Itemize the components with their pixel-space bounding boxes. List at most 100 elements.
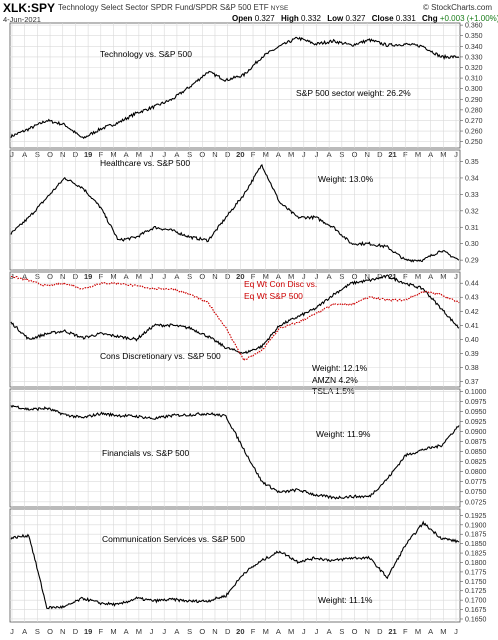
y-tick-label: 0.39: [465, 351, 479, 358]
y-tick-label: 0.290: [465, 97, 483, 104]
x-tick-label: J: [315, 627, 319, 636]
y-tick-label: 0.250: [465, 139, 483, 146]
x-tick-label: M: [415, 627, 421, 636]
open-value: 0.327: [254, 14, 275, 23]
y-tick-label: 0.340: [465, 44, 483, 51]
chart-symbol: XLK:SPY: [3, 1, 56, 15]
annotation-label: Healthcare vs. S&P 500: [100, 158, 190, 168]
x-tick-label: F: [251, 627, 256, 636]
panel-frame: [9, 508, 461, 623]
annotation-label: AMZN 4.2%: [312, 375, 358, 385]
annotation-label: Financials vs. S&P 500: [102, 448, 190, 458]
low-value: 0.327: [345, 14, 366, 23]
y-tick-label: 0.43: [465, 295, 479, 302]
y-tick-label: 0.1825: [465, 551, 487, 558]
panel-frame: [9, 388, 461, 508]
y-tick-label: 0.1725: [465, 588, 487, 595]
annotation-label: Weight: 11.9%: [316, 429, 371, 439]
panel-frame: [9, 149, 461, 271]
y-tick-label: 0.350: [465, 33, 483, 40]
x-tick-label: O: [199, 627, 205, 636]
y-tick-label: 0.31: [465, 225, 479, 232]
y-tick-label: 0.41: [465, 323, 479, 330]
y-tick-label: 0.0925: [465, 419, 487, 426]
y-tick-label: 0.1700: [465, 598, 487, 605]
annotation-label: S&P 500 sector weight: 26.2%: [296, 88, 411, 98]
y-tick-label: 0.1650: [465, 616, 487, 623]
security-name: Technology Select Sector SPDR Fund/SPDR …: [58, 3, 269, 12]
x-tick-label: N: [212, 627, 217, 636]
y-tick-label: 0.0975: [465, 399, 487, 406]
chart-title: Technology Select Sector SPDR Fund/SPDR …: [58, 3, 288, 12]
y-tick-label: 0.320: [465, 65, 483, 72]
y-tick-label: 0.1750: [465, 579, 487, 586]
y-tick-label: 0.1925: [465, 513, 487, 520]
x-tick-label: S: [339, 627, 344, 636]
y-tick-label: 0.42: [465, 309, 479, 316]
y-tick-label: 0.0825: [465, 459, 487, 466]
y-tick-label: 0.1875: [465, 532, 487, 539]
series-line: [10, 520, 460, 610]
y-tick-label: 0.0950: [465, 409, 487, 416]
x-tick-label: 20: [236, 627, 244, 636]
x-tick-label: F: [99, 627, 104, 636]
annotation-label: Weight: 12.1%: [312, 363, 368, 373]
y-tick-label: 0.1850: [465, 541, 487, 548]
x-tick-label: M: [136, 627, 142, 636]
chart-panel-1: 0.360 0.350 0.340 0.330 0.320 0.310 0.300 0.290…: [9, 22, 483, 159]
x-tick-label: D: [73, 627, 79, 636]
x-tick-label: J: [10, 627, 14, 636]
x-tick-label: O: [352, 627, 358, 636]
x-tick-label: S: [35, 627, 40, 636]
y-tick-label: 0.330: [465, 54, 483, 61]
low-label: Low: [327, 14, 344, 23]
x-tick-label: J: [302, 627, 306, 636]
y-tick-label: 0.40: [465, 337, 479, 344]
y-tick-label: 0.32: [465, 208, 479, 215]
y-tick-label: 0.33: [465, 192, 479, 199]
chart-panel-3: 0.44 0.43 0.42 0.41 0.40 0.39 0.38 0.37 Weight: …: [9, 271, 479, 396]
y-tick-label: 0.0775: [465, 479, 487, 486]
x-tick-label: M: [110, 627, 116, 636]
series-line: [10, 36, 460, 140]
x-tick-label: A: [124, 627, 129, 636]
eqwt-series-line: [10, 275, 460, 362]
high-value: 0.332: [300, 14, 321, 23]
change-label: Chg: [422, 14, 438, 23]
chart-panel-2: 0.35 0.34 0.33 0.32 0.31 0.30 0.29 Healthcare v…: [9, 149, 479, 281]
exchange-label: NYSE: [270, 5, 289, 12]
chart-date: 4-Jun-2021: [3, 15, 41, 24]
y-tick-label: 0.270: [465, 118, 483, 125]
x-tick-label: M: [288, 627, 294, 636]
annotation-label: Weight: 11.1%: [318, 595, 373, 605]
series-label: Cons Discretionary vs. S&P 500: [100, 351, 221, 361]
x-tick-label: A: [327, 627, 332, 636]
annotation-label: Communication Services vs. S&P 500: [102, 534, 245, 544]
chart-panel-5: 0.1925 0.1900 0.1875 0.1850 0.1825 0.1800 0.17…: [9, 508, 487, 636]
y-tick-label: 0.37: [465, 379, 479, 386]
y-tick-label: 0.310: [465, 76, 483, 83]
y-tick-label: 0.280: [465, 107, 483, 114]
eqwt-series-label: Eq Wt S&P 500: [244, 291, 303, 301]
y-tick-label: 0.1900: [465, 522, 487, 529]
x-tick-label: D: [377, 627, 383, 636]
x-tick-label: N: [364, 627, 369, 636]
y-tick-label: 0.1775: [465, 569, 487, 576]
x-tick-label: S: [187, 627, 192, 636]
x-tick-label: 19: [84, 627, 92, 636]
x-tick-label: J: [150, 627, 154, 636]
series-line: [10, 274, 460, 355]
y-tick-label: 0.34: [465, 175, 479, 182]
panel-frame: [9, 22, 461, 149]
eqwt-series-label: Eq Wt Con Disc vs.: [244, 279, 317, 289]
y-tick-label: 0.1000: [465, 389, 487, 396]
x-tick-label: 21: [388, 627, 396, 636]
y-tick-label: 0.0750: [465, 489, 487, 496]
y-tick-label: 0.1800: [465, 560, 487, 567]
y-tick-label: 0.0875: [465, 439, 487, 446]
x-tick-label: D: [225, 627, 231, 636]
y-tick-label: 0.0725: [465, 499, 487, 506]
annotation-label: Weight: 13.0%: [318, 174, 374, 184]
y-tick-label: 0.0850: [465, 449, 487, 456]
